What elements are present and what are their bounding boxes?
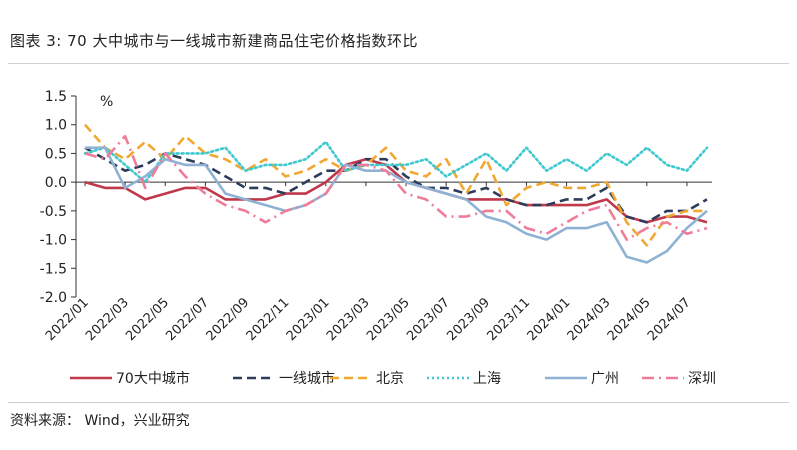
y-tick-label: -1.0 — [40, 233, 67, 249]
x-tick-label: 2023/07 — [404, 295, 453, 344]
x-tick-label: 2022/03 — [83, 295, 132, 344]
legend-label: 广州 — [591, 371, 619, 387]
y-tick-label: 0.5 — [45, 146, 67, 162]
y-tick-label: 0.0 — [45, 175, 67, 191]
legend-label: 北京 — [376, 371, 404, 387]
series-line-6 — [84, 134, 708, 241]
x-tick-label: 2023/11 — [484, 295, 533, 344]
x-tick-label: 2022/09 — [204, 295, 253, 344]
chart-series — [83, 123, 709, 264]
series-line-1 — [84, 157, 708, 224]
top-divider — [8, 63, 789, 64]
x-tick-label: 2022/11 — [244, 295, 293, 344]
legend-label: 上海 — [473, 371, 501, 387]
x-tick-label: 2024/05 — [605, 295, 654, 344]
legend-label: 一线城市 — [279, 370, 335, 387]
chart-legend: 70大中城市 一线城市 北京 上海 广州 深圳 — [70, 370, 716, 387]
chart-axes: 1.51.00.50.0-0.5-1.0-1.5-2.0%2022/012022… — [40, 89, 712, 344]
series-line-2 — [84, 146, 708, 224]
y-unit-label: % — [100, 94, 113, 110]
series-line-4 — [83, 140, 709, 184]
x-tick-label: 2024/01 — [525, 295, 574, 344]
x-tick-label: 2022/05 — [123, 295, 172, 344]
series-line-5 — [85, 146, 708, 264]
x-tick-label: 2024/03 — [565, 295, 614, 344]
series-line-3 — [84, 123, 707, 247]
x-tick-label: 2023/03 — [324, 295, 373, 344]
legend-label: 深圳 — [688, 371, 716, 387]
bottom-divider — [8, 402, 789, 403]
x-tick-label: 2023/09 — [444, 295, 493, 344]
y-tick-label: 1.5 — [45, 89, 67, 105]
x-tick-label: 2023/01 — [284, 295, 333, 344]
x-tick-label: 2023/05 — [364, 295, 413, 344]
figure-title: 图表 3: 70 大中城市与一线城市新建商品住宅价格指数环比 — [10, 32, 418, 50]
x-tick-label: 2022/07 — [163, 295, 212, 344]
y-tick-label: -0.5 — [40, 204, 67, 220]
source-note: 资料来源： Wind，兴业研究 — [10, 413, 190, 429]
y-tick-label: -1.5 — [40, 261, 67, 277]
y-tick-label: -2.0 — [40, 290, 67, 306]
x-tick-label: 2024/07 — [645, 295, 694, 344]
y-tick-label: 1.0 — [45, 118, 67, 134]
line-chart: 1.51.00.50.0-0.5-1.0-1.5-2.0%2022/012022… — [40, 89, 716, 387]
legend-label: 70大中城市 — [116, 370, 190, 387]
